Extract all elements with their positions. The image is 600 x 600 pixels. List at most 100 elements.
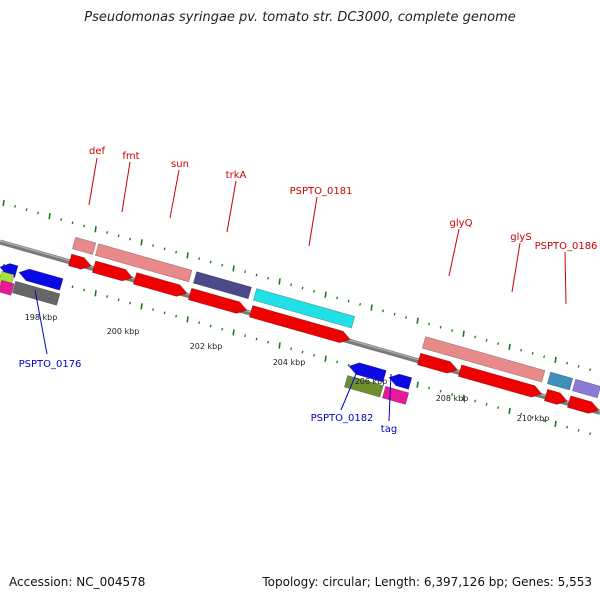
gene-label-tag: tag	[381, 424, 397, 435]
scale-label: 210 kbp	[517, 414, 550, 423]
tick-mark	[405, 316, 408, 319]
tick-mark	[347, 363, 350, 367]
gene-tag-bar	[381, 385, 410, 405]
scale-label: 198 kbp	[25, 313, 58, 322]
cds-arrow	[91, 260, 133, 282]
leader-trkA	[226, 180, 237, 233]
tick-mark	[451, 393, 454, 396]
tick-mark	[428, 386, 431, 390]
tick-mark	[382, 309, 385, 313]
tick-mark	[531, 415, 534, 419]
gene-label-fmt: fmt	[122, 151, 139, 162]
tick-mark	[336, 296, 339, 300]
gene-label-def: def	[89, 146, 106, 157]
cds-arrow	[416, 352, 458, 374]
accession-label: Accession: NC_004578	[9, 575, 146, 589]
tick-mark	[313, 289, 316, 293]
tick-mark	[94, 290, 97, 297]
gene-label-trkA: trkA	[226, 170, 247, 181]
gene-fmt-bar	[94, 243, 193, 283]
tick-mark	[313, 353, 316, 357]
tick-mark	[25, 208, 28, 212]
tick-mark	[221, 263, 224, 267]
gene-features	[0, 236, 600, 414]
leader-tag	[388, 373, 392, 422]
tick-mark	[554, 420, 557, 428]
gene-PSPTO_0181-bar	[252, 288, 356, 329]
tick-mark	[244, 270, 247, 274]
tick-mark	[520, 348, 523, 352]
gene-glyQ-bar	[421, 336, 546, 383]
tick-mark	[129, 301, 132, 305]
tick-mark	[37, 211, 40, 215]
tick-mark	[140, 303, 143, 310]
tick-mark	[106, 231, 109, 234]
genome-title: Pseudomonas syringae pv. tomato str. DC3…	[84, 10, 516, 25]
tick-mark	[163, 311, 166, 315]
tick-mark	[428, 322, 431, 326]
tick-mark	[577, 429, 580, 432]
reverse-arrow	[18, 268, 64, 291]
tick-mark	[2, 200, 5, 207]
tick-mark	[117, 298, 120, 302]
tick-mark	[324, 291, 327, 298]
tick-mark	[186, 316, 189, 323]
tick-mark	[290, 347, 293, 351]
tick-mark	[462, 330, 465, 337]
tick-mark	[347, 299, 350, 303]
gene-labels: def fmt sun trkA PSPTO_0181 glyQ glyS PSPTO_018…	[19, 146, 598, 435]
tick-mark	[48, 213, 51, 220]
tick-mark	[451, 329, 454, 332]
tick-mark	[71, 285, 74, 289]
tick-mark	[152, 308, 155, 311]
tick-mark	[485, 402, 488, 406]
tick-mark	[508, 343, 511, 350]
gene-label-PSPTO_0181: PSPTO_0181	[290, 186, 353, 197]
tick-mark	[589, 368, 592, 372]
tick-mark	[554, 356, 557, 364]
leader-PSPTO_0186	[564, 251, 567, 305]
topology-label: Topology: circular; Length: 6,397,126 bp…	[262, 575, 592, 589]
tick-mark	[255, 337, 258, 341]
tick-mark	[577, 365, 580, 368]
tick-mark	[474, 399, 477, 403]
tick-mark	[543, 355, 546, 359]
gene-magenta-bar	[0, 279, 15, 296]
tick-mark	[198, 321, 201, 325]
gene-label-glyQ: glyQ	[450, 218, 473, 229]
leader-glyS	[511, 242, 521, 293]
cds-arrow	[457, 364, 543, 398]
leader-def	[88, 157, 98, 206]
tick-mark	[462, 394, 465, 401]
gene-label-glyS: glyS	[510, 232, 531, 243]
tick-mark	[163, 247, 166, 251]
gene-PSPTO_0186-bar	[571, 378, 600, 399]
tick-mark	[255, 273, 258, 277]
cds-arrow	[566, 395, 600, 414]
tick-mark	[359, 302, 362, 306]
tick-mark	[14, 204, 17, 208]
tick-mark	[301, 286, 304, 290]
tick-mark	[94, 226, 97, 233]
scale-label: 200 kbp	[107, 327, 140, 336]
tick-mark	[301, 350, 304, 354]
tick-mark	[129, 237, 132, 241]
leader-PSPTO_0182	[340, 366, 360, 411]
gene-glyS-bar	[546, 371, 574, 391]
tick-mark	[221, 327, 224, 331]
tick-mark	[278, 342, 281, 349]
cds-arrow	[187, 287, 248, 314]
tick-mark	[83, 224, 86, 228]
tick-mark	[566, 425, 569, 429]
cds-arrow	[543, 388, 568, 405]
tick-mark	[267, 340, 270, 344]
tick-mark	[439, 325, 442, 329]
tick-marks	[2, 200, 592, 436]
leader-glyQ	[448, 228, 460, 277]
gene-def-bar	[71, 236, 97, 255]
tick-mark	[232, 329, 235, 336]
tick-mark	[416, 381, 419, 388]
tick-mark	[278, 278, 281, 285]
gene-label-PSPTO_0182: PSPTO_0182	[311, 413, 374, 424]
